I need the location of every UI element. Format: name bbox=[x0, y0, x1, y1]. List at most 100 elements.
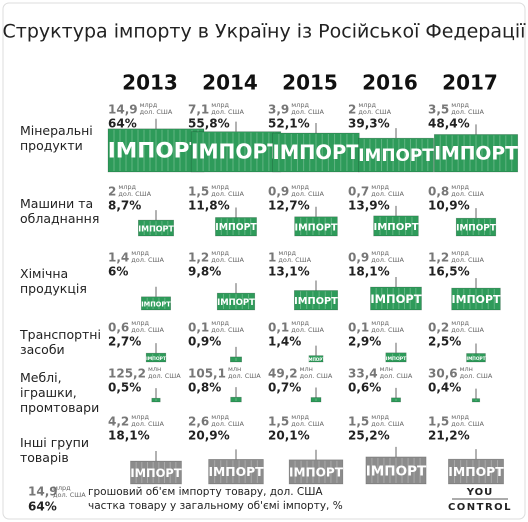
share-label: 0,6% bbox=[348, 381, 381, 395]
container: ІМПОРТ bbox=[215, 207, 257, 237]
share-label: 1,4% bbox=[268, 335, 301, 349]
logo-bottom: CONTROL bbox=[448, 502, 512, 513]
currency-label: дол. США bbox=[131, 420, 164, 428]
share-label: 16,5% bbox=[428, 265, 470, 279]
value-label: 0,9 bbox=[268, 185, 289, 199]
container-box bbox=[230, 356, 242, 363]
container-label: ІМПОРТ bbox=[215, 222, 257, 233]
share-label: 10,9% bbox=[428, 199, 470, 213]
share-label: 0,4% bbox=[428, 381, 461, 395]
container bbox=[230, 387, 242, 403]
share-label: 13,9% bbox=[348, 199, 390, 213]
currency-label: дол. США bbox=[371, 256, 404, 264]
container-label: ІМПОРТ bbox=[191, 139, 281, 163]
container-box bbox=[385, 352, 407, 363]
container-box bbox=[208, 459, 264, 485]
currency-label: дол. США bbox=[148, 372, 181, 380]
currency-label: дол. США bbox=[451, 326, 484, 334]
currency-label: дол. США bbox=[131, 326, 164, 334]
share-label: 0,7% bbox=[268, 381, 301, 395]
share-label: 9,8% bbox=[188, 265, 221, 279]
container-box bbox=[145, 352, 167, 363]
year-label: 2014 bbox=[202, 71, 258, 95]
container-label: ІМПОРТ bbox=[294, 296, 338, 307]
container-box bbox=[451, 287, 501, 311]
unit-label: млрд bbox=[211, 319, 229, 327]
currency-label: дол. США bbox=[451, 420, 484, 428]
unit-label: млрд bbox=[211, 101, 229, 109]
chart-title: Структура імпорту в Україну із Російсько… bbox=[3, 21, 527, 43]
container: ІМПОРТ bbox=[373, 205, 419, 237]
value-label: 0,2 bbox=[428, 321, 449, 335]
container-box bbox=[141, 296, 171, 311]
unit-label: млрд bbox=[451, 183, 469, 191]
container bbox=[310, 387, 322, 403]
unit-label: млрд bbox=[118, 183, 136, 191]
container bbox=[230, 346, 242, 363]
unit-label: млрд bbox=[211, 249, 229, 257]
value-label: 4,2 bbox=[108, 415, 129, 429]
value-label: 0,9 bbox=[348, 251, 369, 265]
value-label: 0,1 bbox=[348, 321, 369, 335]
container: ІМПОРТ bbox=[307, 345, 325, 363]
unit-label: млрд bbox=[451, 101, 469, 109]
unit-label: млрд bbox=[371, 249, 389, 257]
currency-label: дол. США bbox=[371, 190, 404, 198]
container-label: ІМПОРТ bbox=[272, 141, 360, 164]
row-label: Мінеральні продукти bbox=[20, 123, 93, 153]
currency-label: дол. США bbox=[291, 190, 324, 198]
container: ІМПОРТ bbox=[216, 283, 255, 311]
container-box bbox=[370, 286, 422, 311]
container: ІМПОРТ bbox=[466, 343, 486, 363]
value-label: 2 bbox=[108, 185, 116, 199]
container-box bbox=[433, 134, 519, 173]
container: ІМПОРТ bbox=[293, 280, 338, 311]
unit-label: млн bbox=[300, 365, 313, 373]
currency-label: дол. США bbox=[451, 108, 484, 116]
value-label: 1,5 bbox=[348, 415, 369, 429]
value-label: 1,2 bbox=[188, 251, 209, 265]
row-label: Хімічна продукція bbox=[20, 266, 87, 296]
share-label: 0,8% bbox=[188, 381, 221, 395]
currency-label: дол. США bbox=[460, 372, 493, 380]
share-label: 18,1% bbox=[348, 265, 390, 279]
share-label: 11,8% bbox=[188, 199, 230, 213]
value-label: 0,1 bbox=[268, 321, 289, 335]
year-label: 2015 bbox=[282, 71, 338, 95]
currency-label: дол. США bbox=[228, 372, 261, 380]
container: ІМПОРТ bbox=[190, 121, 281, 173]
container-box bbox=[455, 217, 497, 237]
currency-label: дол. США bbox=[451, 256, 484, 264]
container: ІМПОРТ bbox=[455, 208, 497, 237]
unit-label: млрд bbox=[451, 413, 469, 421]
value-label: 3,9 bbox=[268, 103, 289, 117]
container: ІМПОРТ bbox=[145, 343, 167, 363]
container: ІМПОРТ bbox=[294, 206, 338, 237]
container bbox=[391, 387, 401, 403]
value-label: 3,5 bbox=[428, 103, 449, 117]
currency-label: дол. США bbox=[291, 420, 324, 428]
share-label: 48,4% bbox=[428, 117, 470, 131]
unit-label: млрд bbox=[291, 319, 309, 327]
container: ІМПОРТ bbox=[208, 449, 264, 485]
currency-label: дол. США bbox=[358, 108, 391, 116]
share-label: 18,1% bbox=[108, 429, 150, 443]
legend-share-text: частка товару у загальному об'ємі імпорт… bbox=[88, 500, 343, 512]
container-box bbox=[358, 137, 434, 173]
legend-value: 14,9 bbox=[28, 485, 58, 499]
value-label: 33,4 bbox=[348, 367, 378, 381]
currency-label: дол. США bbox=[140, 108, 173, 116]
currency-label: дол. США bbox=[291, 108, 324, 116]
share-label: 8,7% bbox=[108, 199, 141, 213]
container: ІМПОРТ bbox=[272, 123, 360, 173]
container-box bbox=[215, 217, 257, 237]
value-label: 2 bbox=[348, 103, 356, 117]
container-box bbox=[391, 397, 401, 403]
currency-label: дол. США bbox=[300, 372, 333, 380]
container-box bbox=[308, 355, 324, 363]
share-label: 6% bbox=[108, 265, 128, 279]
container-box bbox=[107, 128, 205, 173]
container: ІМПОРТ bbox=[138, 210, 174, 237]
value-label: 0,8 bbox=[428, 185, 449, 199]
